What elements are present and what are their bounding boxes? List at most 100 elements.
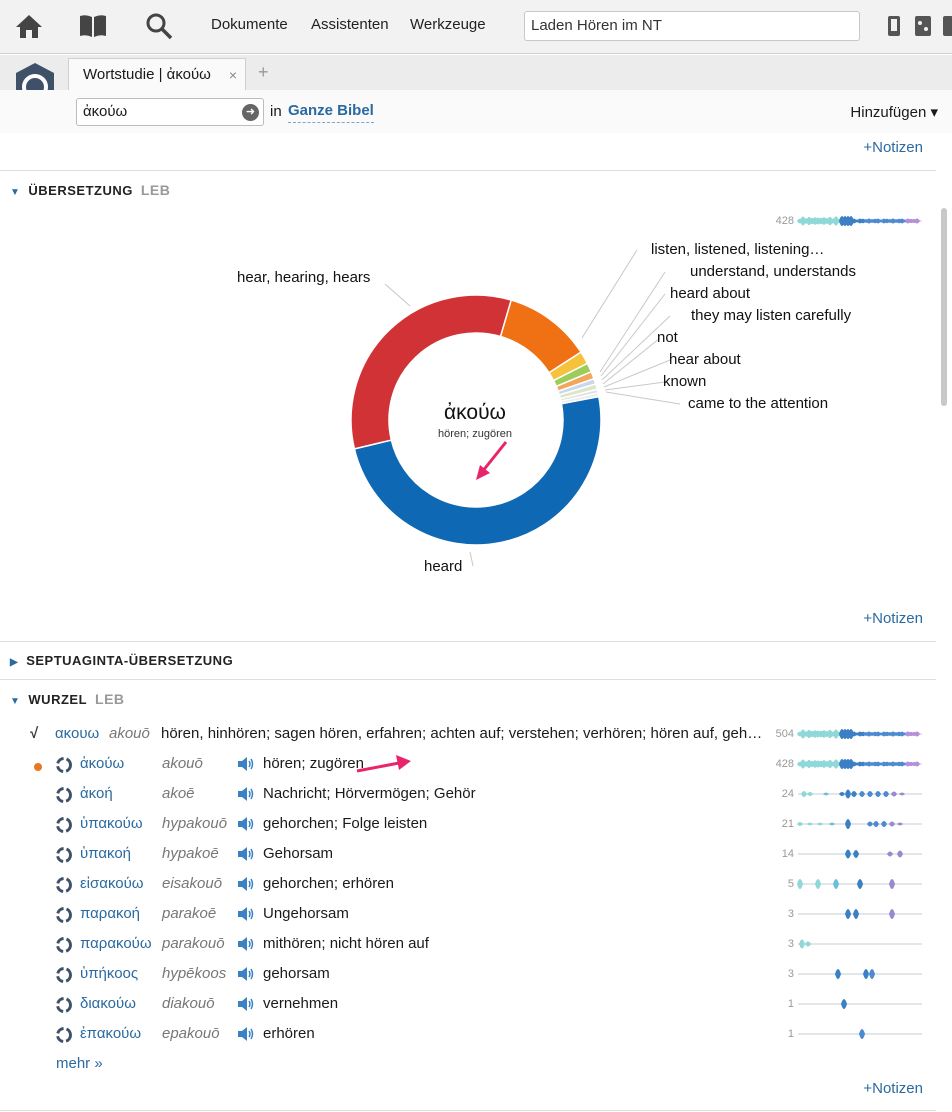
notes-link[interactable]: +Notizen	[863, 139, 923, 156]
chart-label-heard-about: heard about	[670, 285, 751, 302]
total-count: 428	[775, 215, 794, 227]
chart-label-listen-carefully: they may listen carefully	[691, 307, 852, 324]
lemma-icon	[55, 906, 73, 928]
go-arrow-icon[interactable]: ➜	[242, 104, 259, 121]
word-greek[interactable]: διακούω	[80, 995, 136, 1012]
scope-selector[interactable]: Ganze Bibel	[288, 102, 374, 123]
menu-documents[interactable]: Dokumente	[211, 16, 288, 33]
speaker-icon[interactable]	[237, 1026, 255, 1046]
sparkline-mark	[815, 879, 821, 889]
word-row: ἀκοή akoē Nachricht; Hörvermögen; Gehör 24	[0, 785, 936, 815]
speaker-icon[interactable]	[237, 996, 255, 1016]
word-sparkline	[798, 999, 922, 1009]
current-word-dot-icon	[34, 763, 42, 771]
section-translation[interactable]: ▼ ÜBERSETZUNG LEB	[10, 182, 170, 198]
notes-link[interactable]: +Notizen	[863, 1080, 923, 1097]
speaker-icon[interactable]	[237, 846, 255, 866]
chart-label-known: known	[663, 373, 707, 390]
sparkline-mark	[859, 1029, 865, 1039]
search-value: ἀκούω	[83, 103, 128, 120]
chart-label-attention: came to the attention	[688, 395, 829, 412]
word-count: 1	[787, 1028, 794, 1040]
speaker-icon[interactable]	[237, 816, 255, 836]
translation-donut-chart	[350, 249, 681, 567]
speaker-icon[interactable]	[237, 966, 255, 986]
layout-icon[interactable]	[910, 10, 936, 42]
menu-tools[interactable]: Werkzeuge	[410, 16, 486, 33]
tab-word-study[interactable]: Wortstudie | ἀκούω ×	[68, 58, 246, 90]
leader-line	[605, 391, 681, 405]
speaker-icon[interactable]	[237, 936, 255, 956]
pointer-arrow-icon	[476, 441, 508, 480]
leader-line	[602, 337, 661, 385]
section-source: LEB	[95, 691, 125, 707]
menu-assistants[interactable]: Assistenten	[311, 16, 389, 33]
word-greek[interactable]: ἀκούω	[80, 755, 125, 772]
sparkline-mark	[853, 909, 859, 919]
word-translit: parakouō	[162, 935, 225, 952]
sparkline-mark	[833, 879, 839, 889]
word-greek[interactable]: εἰσακούω	[80, 875, 144, 892]
sparkline-mark	[799, 939, 805, 949]
sparkline-mark	[829, 822, 835, 826]
section-septuagint[interactable]: ▶ SEPTUAGINTA-ÜBERSETZUNG	[10, 653, 233, 668]
word-greek[interactable]: ὑπακούω	[80, 815, 143, 832]
word-row: ἐπακούω epakouō erhören 1	[0, 1025, 936, 1055]
sparkline-mark	[914, 218, 920, 224]
leader-line	[604, 381, 666, 391]
add-button[interactable]: Hinzufügen ▾	[850, 104, 938, 121]
speaker-icon[interactable]	[237, 876, 255, 896]
lemma-icon	[55, 876, 73, 898]
section-title: WURZEL	[28, 692, 88, 707]
command-box[interactable]: Laden Hören im NT	[524, 11, 860, 41]
section-title: SEPTUAGINTA-ÜBERSETZUNG	[26, 653, 234, 668]
leader-line	[601, 315, 671, 381]
donut-slice[interactable]	[350, 294, 513, 450]
word-greek[interactable]: ὑπήκοος	[80, 965, 139, 982]
donut-slice[interactable]	[353, 395, 602, 546]
leader-line	[384, 283, 411, 307]
word-greek[interactable]: ὑπακοή	[80, 845, 132, 862]
word-row: παρακούω parakouō mithören; nicht hören au…	[0, 935, 936, 965]
speaker-icon[interactable]	[237, 756, 255, 776]
speaker-icon[interactable]	[237, 906, 255, 926]
root-sparkline	[797, 729, 922, 739]
phone-icon[interactable]	[882, 10, 906, 42]
close-icon[interactable]: ×	[228, 67, 237, 83]
home-icon[interactable]	[12, 10, 46, 42]
word-greek[interactable]: ἀκοή	[80, 785, 113, 802]
root-greek[interactable]: ακουω	[55, 725, 100, 742]
vertical-scrollbar[interactable]	[941, 208, 947, 406]
lemma-icon	[55, 966, 73, 988]
donut-slice[interactable]	[560, 392, 600, 405]
root-translit: akouō	[109, 725, 150, 742]
sparkline-mark	[807, 792, 813, 796]
search-input[interactable]: ἀκούω ➜	[76, 98, 264, 126]
sparkline-mark	[805, 941, 811, 947]
sparkline-mark	[891, 791, 897, 797]
word-greek[interactable]: παρακούω	[80, 935, 152, 952]
sparkline-mark	[817, 822, 823, 826]
add-tab-icon[interactable]: +	[258, 62, 269, 82]
section-root[interactable]: ▼ WURZEL LEB	[10, 691, 125, 707]
word-greek[interactable]: ἐπακούω	[80, 1025, 142, 1042]
more-link[interactable]: mehr »	[56, 1055, 103, 1072]
search-icon[interactable]	[142, 10, 176, 42]
speaker-icon[interactable]	[237, 786, 255, 806]
word-sparkline	[798, 969, 922, 979]
word-translit: hypēkoos	[162, 965, 227, 982]
notes-link[interactable]: +Notizen	[863, 610, 923, 627]
center-gloss: hören; zugören	[438, 428, 512, 440]
lemma-icon	[55, 756, 73, 778]
more-icon[interactable]	[940, 10, 952, 42]
sparkline-mark	[869, 969, 875, 979]
sparkline-mark	[889, 821, 895, 827]
word-count: 5	[787, 878, 794, 890]
top-toolbar: Dokumente Assistenten Werkzeuge Laden Hö…	[0, 0, 952, 54]
word-sparkline	[797, 879, 922, 889]
library-book-icon[interactable]	[76, 10, 110, 42]
lemma-icon	[55, 996, 73, 1018]
word-row: ὑπακούω hypakouō gehorchen; Folge leisten 2…	[0, 815, 936, 845]
word-sparkline	[798, 1029, 922, 1039]
word-greek[interactable]: παρακοή	[80, 905, 141, 922]
